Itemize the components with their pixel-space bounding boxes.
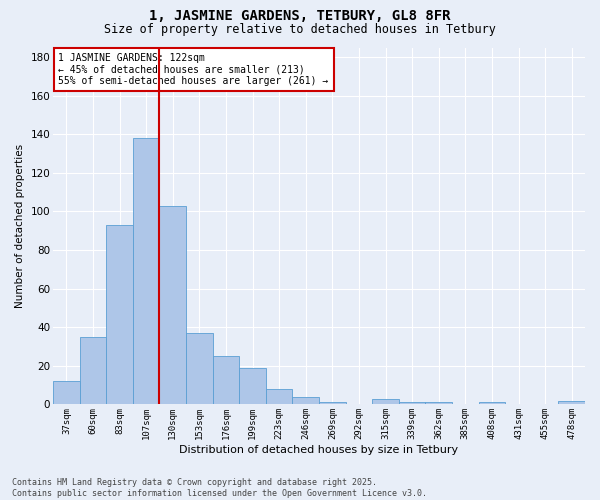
Bar — [53, 382, 80, 404]
Bar — [425, 402, 452, 404]
Bar — [80, 337, 106, 404]
Text: Size of property relative to detached houses in Tetbury: Size of property relative to detached ho… — [104, 22, 496, 36]
X-axis label: Distribution of detached houses by size in Tetbury: Distribution of detached houses by size … — [179, 445, 458, 455]
Bar — [160, 206, 186, 404]
Bar — [239, 368, 266, 405]
Bar — [186, 333, 212, 404]
Bar — [399, 402, 425, 404]
Text: 1, JASMINE GARDENS, TETBURY, GL8 8FR: 1, JASMINE GARDENS, TETBURY, GL8 8FR — [149, 9, 451, 23]
Bar — [106, 225, 133, 404]
Y-axis label: Number of detached properties: Number of detached properties — [15, 144, 25, 308]
Text: 1 JASMINE GARDENS: 122sqm
← 45% of detached houses are smaller (213)
55% of semi: 1 JASMINE GARDENS: 122sqm ← 45% of detac… — [58, 53, 329, 86]
Text: Contains HM Land Registry data © Crown copyright and database right 2025.
Contai: Contains HM Land Registry data © Crown c… — [12, 478, 427, 498]
Bar — [319, 402, 346, 404]
Bar — [372, 398, 399, 404]
Bar — [266, 389, 292, 404]
Bar — [292, 396, 319, 404]
Bar — [212, 356, 239, 405]
Bar — [479, 402, 505, 404]
Bar — [559, 400, 585, 404]
Bar — [133, 138, 160, 404]
